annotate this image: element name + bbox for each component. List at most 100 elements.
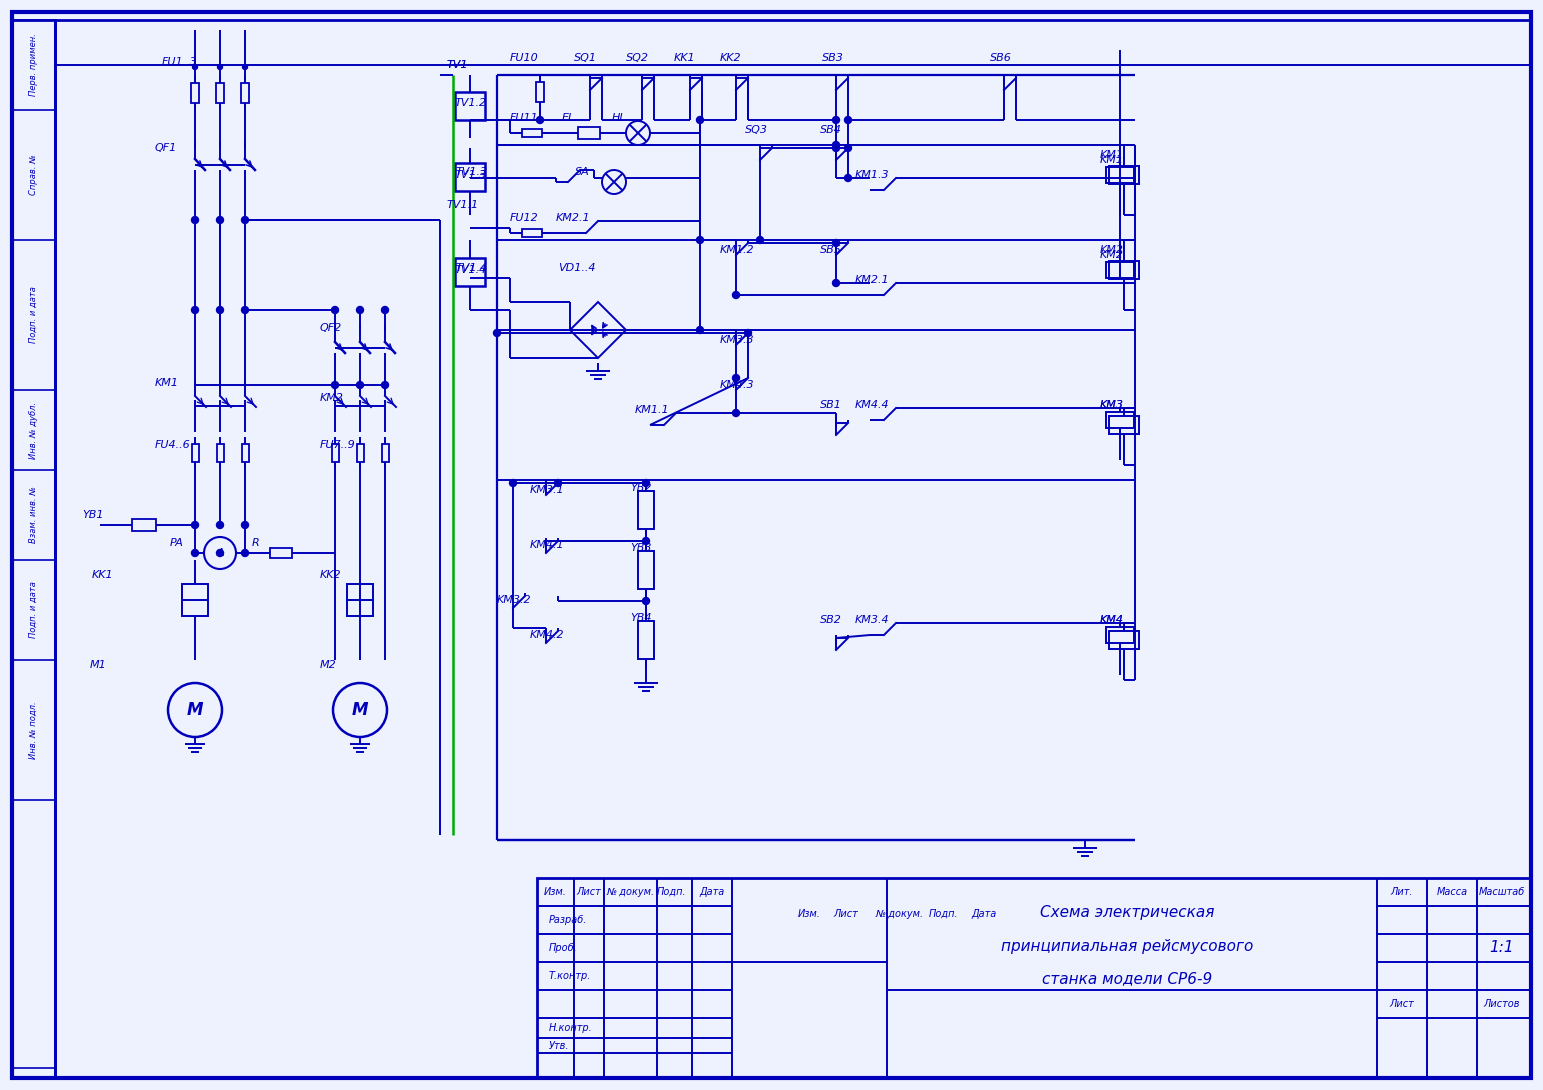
Text: QF2: QF2	[319, 323, 343, 334]
Text: Лист: Лист	[1390, 1000, 1415, 1009]
Bar	[191, 83, 199, 102]
Circle shape	[642, 537, 650, 545]
Text: Взам. инв. №: Взам. инв. №	[28, 486, 37, 544]
Text: Разраб.: Разраб.	[549, 915, 588, 925]
Circle shape	[833, 145, 839, 152]
Circle shape	[242, 521, 248, 529]
Text: YB3: YB3	[630, 543, 651, 553]
Text: 1:1: 1:1	[1489, 941, 1514, 956]
Text: KM3.1: KM3.1	[529, 485, 565, 495]
Text: SQ3: SQ3	[745, 125, 768, 135]
Text: VD1..4: VD1..4	[559, 263, 596, 272]
Text: SB6: SB6	[991, 53, 1012, 63]
Text: HL: HL	[613, 113, 626, 123]
Text: Дата: Дата	[972, 909, 997, 919]
Text: KM1.1: KM1.1	[636, 405, 670, 415]
Bar	[522, 129, 542, 137]
Circle shape	[218, 64, 222, 70]
Text: FU7..9: FU7..9	[319, 440, 356, 450]
Text: SQ1: SQ1	[574, 53, 597, 63]
Text: KM1: KM1	[1100, 150, 1123, 160]
Circle shape	[642, 597, 650, 605]
Text: KM4.1: KM4.1	[529, 540, 565, 550]
Text: TV1.3: TV1.3	[455, 170, 488, 180]
Text: SA: SA	[576, 167, 589, 177]
Text: SB2: SB2	[819, 615, 842, 625]
Text: SB4: SB4	[819, 125, 842, 135]
Bar	[637, 621, 654, 659]
Circle shape	[833, 142, 839, 148]
Text: M: M	[352, 701, 369, 719]
Circle shape	[191, 521, 199, 529]
Circle shape	[381, 306, 389, 314]
Bar	[242, 444, 248, 462]
Circle shape	[356, 382, 364, 388]
Text: TV1.4: TV1.4	[457, 263, 488, 272]
Text: Листов: Листов	[1484, 1000, 1520, 1009]
Circle shape	[696, 117, 704, 123]
Circle shape	[537, 117, 543, 123]
Circle shape	[833, 117, 839, 123]
Text: KM2: KM2	[319, 393, 344, 403]
Text: KM1.2: KM1.2	[721, 245, 755, 255]
Circle shape	[733, 375, 739, 382]
Bar	[537, 879, 1531, 1078]
Bar	[241, 83, 248, 102]
Circle shape	[242, 549, 248, 557]
Text: Лит.: Лит.	[1390, 887, 1413, 897]
Circle shape	[833, 279, 839, 287]
Text: KM2.1: KM2.1	[555, 213, 591, 223]
Text: EL: EL	[562, 113, 576, 123]
Circle shape	[696, 327, 704, 334]
Text: Проб.: Проб.	[549, 943, 577, 953]
Circle shape	[216, 521, 224, 529]
Text: KM3: KM3	[1100, 400, 1123, 410]
Text: KM2: KM2	[1100, 250, 1123, 261]
Text: KM4.3: KM4.3	[721, 380, 755, 390]
Bar	[1109, 631, 1139, 649]
Text: FU4..6: FU4..6	[154, 440, 191, 450]
Text: Утв.: Утв.	[549, 1041, 569, 1051]
Text: Схема электрическая: Схема электрическая	[1040, 906, 1214, 920]
Circle shape	[844, 117, 852, 123]
Bar	[332, 444, 339, 462]
Text: KK2: KK2	[319, 570, 341, 580]
Bar	[383, 444, 389, 462]
Text: PA: PA	[170, 538, 184, 548]
Circle shape	[844, 174, 852, 182]
Circle shape	[509, 480, 517, 486]
Bar	[1106, 167, 1134, 183]
Text: KK1: KK1	[93, 570, 114, 580]
Text: KM2: KM2	[1100, 245, 1123, 255]
Text: YB2: YB2	[630, 483, 651, 493]
Text: № докум.: № докум.	[875, 909, 923, 919]
Text: TV1.1: TV1.1	[447, 199, 480, 210]
Text: KM4.2: KM4.2	[529, 630, 565, 640]
Text: KM4.4: KM4.4	[855, 400, 890, 410]
Text: Лист: Лист	[833, 909, 858, 919]
Bar	[347, 584, 373, 616]
Bar	[270, 548, 292, 558]
Text: TV1.4: TV1.4	[455, 265, 488, 275]
Text: Масса: Масса	[1437, 887, 1467, 897]
Text: KM1: KM1	[1100, 155, 1123, 165]
Bar	[191, 444, 199, 462]
Text: станка модели СР6-9: станка модели СР6-9	[1042, 971, 1213, 986]
Bar	[1106, 262, 1134, 278]
Bar	[455, 92, 485, 120]
Text: № докум.: № докум.	[606, 887, 654, 897]
Text: KM4: KM4	[1100, 615, 1123, 625]
Circle shape	[381, 382, 389, 388]
Text: KK2: KK2	[721, 53, 742, 63]
Text: Лист: Лист	[577, 887, 602, 897]
Text: Изм.: Изм.	[543, 887, 566, 897]
Bar	[216, 83, 224, 102]
Text: KM3.3: KM3.3	[721, 335, 755, 346]
Text: SQ2: SQ2	[626, 53, 650, 63]
Text: TV1: TV1	[447, 60, 469, 70]
Bar	[182, 584, 208, 616]
Circle shape	[833, 240, 839, 246]
Bar	[1106, 627, 1134, 643]
Text: R: R	[252, 538, 259, 548]
Bar	[535, 82, 545, 102]
